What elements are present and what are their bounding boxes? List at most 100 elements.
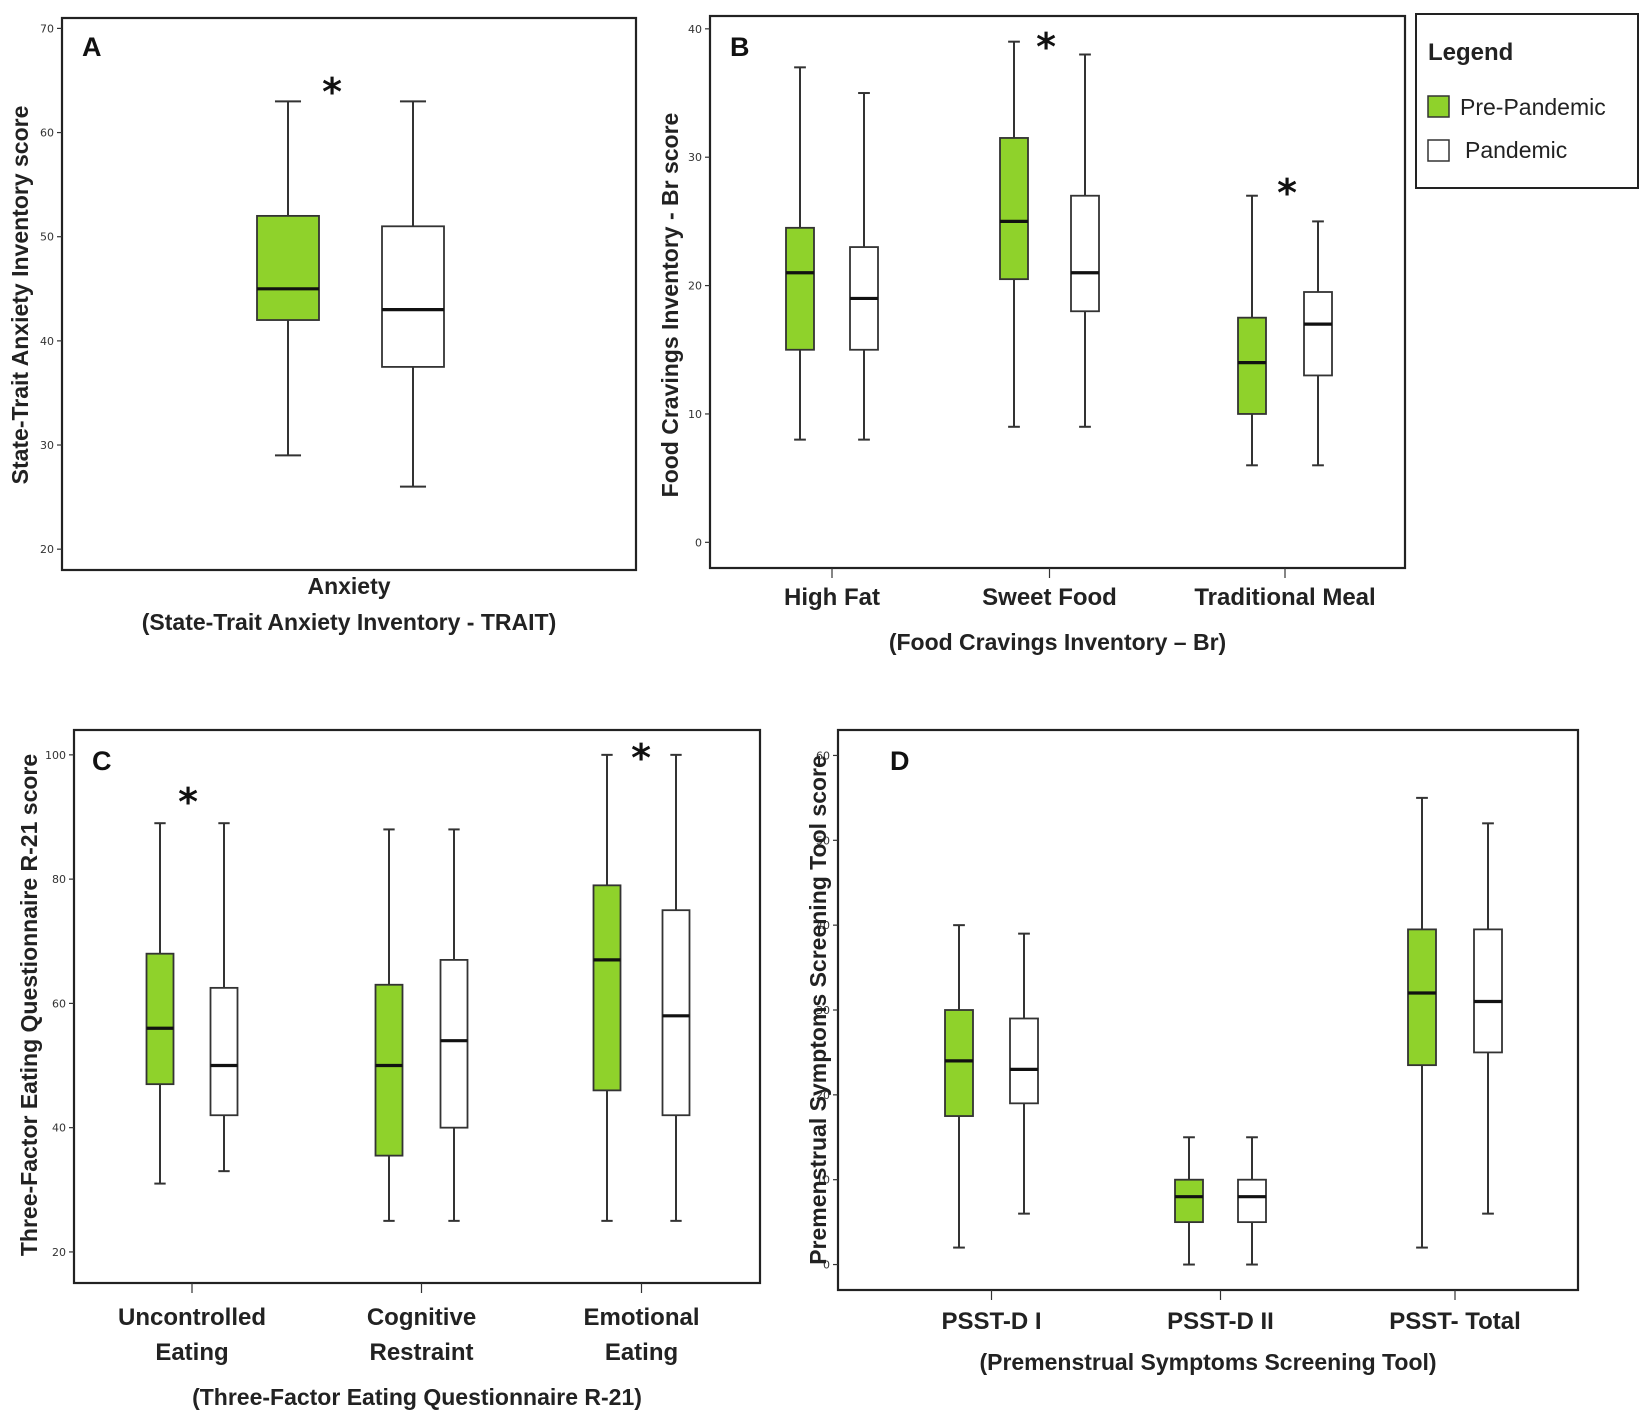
panel-c: 20 40 60 80 100 Uncontrolled Eating Cognitive Re… <box>16 728 762 1410</box>
y-tick-label: 20 <box>40 543 54 556</box>
box-iqr <box>999 137 1029 281</box>
category-label: Emotional <box>583 1304 699 1331</box>
category-label: Traditional Meal <box>1194 584 1375 611</box>
box-pandemic <box>209 822 239 1173</box>
box-iqr <box>381 225 445 368</box>
box-iqr <box>1407 928 1437 1067</box>
category-label: Uncontrolled <box>118 1304 266 1331</box>
y-axis-title: Three-Factor Eating Questionnaire R-21 s… <box>16 754 42 1256</box>
legend-frame <box>1415 13 1639 189</box>
y-tick-label: 50 <box>40 231 54 244</box>
box-pandemic <box>381 100 445 488</box>
x-axis-title: (State-Trait Anxiety Inventory - TRAIT) <box>142 609 556 635</box>
box-pre-pandemic <box>592 753 622 1222</box>
category-label: Sweet Food <box>982 584 1117 611</box>
y-tick-label: 10 <box>816 1174 830 1187</box>
box-pre-pandemic <box>145 822 175 1185</box>
box-pre-pandemic <box>1237 194 1267 467</box>
x-axis-title: (Food Cravings Inventory – Br) <box>889 629 1226 655</box>
significance-star: * <box>1277 171 1297 215</box>
box-pre-pandemic <box>1174 1136 1204 1266</box>
box-iqr <box>1237 316 1267 415</box>
legend-title: Legend <box>1428 39 1513 66</box>
y-tick-label: 100 <box>45 749 66 762</box>
category-label: Eating <box>605 1339 678 1366</box>
box-pre-pandemic <box>944 924 974 1249</box>
box-iqr <box>1303 291 1333 377</box>
legend-label-pre-pandemic: Pre-Pandemic <box>1460 94 1606 120</box>
category-label: High Fat <box>784 584 880 611</box>
panel-a: 20 30 40 50 60 70 Anxiety (State-Trait Anxiety … <box>7 16 638 635</box>
box-iqr <box>1009 1017 1039 1105</box>
box-pandemic <box>661 753 691 1222</box>
y-tick-label: 80 <box>52 873 66 886</box>
box-iqr <box>944 1009 974 1117</box>
panel-letter: C <box>92 746 112 776</box>
box-iqr <box>785 226 815 351</box>
significance-star: * <box>1036 25 1056 69</box>
significance-star: * <box>322 70 342 114</box>
y-axis-title: Premenstrual Symptoms Screening Tool sco… <box>805 755 831 1265</box>
y-tick-label: 20 <box>816 1089 830 1102</box>
box-iqr <box>661 909 691 1117</box>
category-label: Restraint <box>369 1339 473 1366</box>
y-tick-label: 70 <box>40 22 54 35</box>
box-iqr <box>374 983 404 1157</box>
category-label: PSST-D I <box>941 1308 1041 1335</box>
box-iqr <box>592 884 622 1092</box>
box-iqr <box>256 214 320 321</box>
box-iqr <box>1174 1178 1204 1224</box>
legend: Legend Pre-Pandemic Pandemic <box>1415 13 1639 189</box>
y-tick-label: 60 <box>816 749 830 762</box>
y-tick-label: 10 <box>688 408 702 421</box>
plot-frame <box>708 14 1407 570</box>
box-pandemic <box>439 828 469 1222</box>
y-tick-label: 40 <box>52 1122 66 1135</box>
x-axis-title: (Premenstrual Symptoms Screening Tool) <box>979 1349 1436 1375</box>
y-tick-label: 20 <box>52 1246 66 1259</box>
box-iqr <box>145 952 175 1086</box>
y-axis-title: State-Trait Anxiety Inventory score <box>7 106 33 485</box>
panel-letter: A <box>82 32 102 62</box>
x-axis-title: Anxiety <box>307 573 390 599</box>
y-tick-label: 0 <box>823 1259 830 1272</box>
category-label: PSST- Total <box>1389 1308 1521 1335</box>
legend-swatch-pre-pandemic <box>1427 95 1450 118</box>
y-tick-label: 30 <box>816 1004 830 1017</box>
panel-b: 0 10 20 30 40 High Fat Sweet Food Traditional M… <box>657 14 1407 655</box>
box-iqr <box>209 986 239 1117</box>
y-tick-label: 40 <box>40 335 54 348</box>
significance-star: * <box>178 780 198 824</box>
box-pre-pandemic <box>256 100 320 457</box>
box-pre-pandemic <box>1407 796 1437 1249</box>
box-pandemic <box>1473 822 1503 1215</box>
box-pandemic <box>1303 220 1333 467</box>
box-pre-pandemic <box>374 828 404 1222</box>
panel-letter: D <box>890 746 910 776</box>
box-pandemic <box>1070 53 1100 428</box>
plot-frame <box>72 728 762 1285</box>
plot-frame <box>60 16 638 572</box>
y-tick-label: 50 <box>816 834 830 847</box>
y-tick-label: 30 <box>40 439 54 452</box>
box-iqr <box>439 958 469 1129</box>
box-pandemic <box>1009 932 1039 1215</box>
category-label: Cognitive <box>367 1304 476 1331</box>
y-axis-title: Food Cravings Inventory - Br score <box>657 113 683 498</box>
box-pandemic <box>849 92 879 441</box>
box-pre-pandemic <box>785 66 815 441</box>
panel-d: 0 10 20 30 40 50 60 PSST-D I PSST-D II PSST- Tota… <box>805 728 1580 1375</box>
box-iqr <box>1070 194 1100 313</box>
y-tick-label: 60 <box>40 127 54 140</box>
significance-star: * <box>631 736 651 780</box>
y-tick-label: 40 <box>688 23 702 36</box>
box-pandemic <box>1237 1136 1267 1266</box>
y-tick-label: 0 <box>695 536 702 549</box>
y-tick-label: 40 <box>816 919 830 932</box>
legend-swatch-pandemic <box>1427 139 1450 162</box>
y-tick-label: 60 <box>52 997 66 1010</box>
x-axis-title: (Three-Factor Eating Questionnaire R-21) <box>192 1384 642 1410</box>
box-iqr <box>1237 1178 1267 1224</box>
y-tick-label: 30 <box>688 151 702 164</box>
